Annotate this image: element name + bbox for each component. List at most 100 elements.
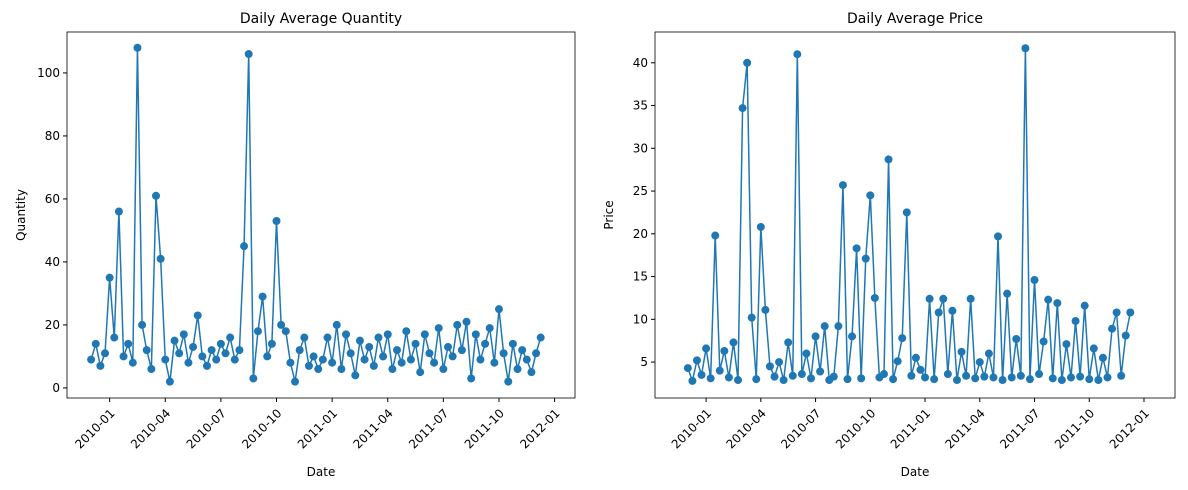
x-tick-label: 2010-10 (239, 406, 284, 451)
data-point (784, 338, 793, 347)
data-point (902, 208, 911, 217)
axes-title: Daily Average Price (847, 11, 983, 27)
data-point (240, 242, 249, 251)
data-point (1007, 373, 1016, 382)
data-point (1103, 373, 1112, 382)
data-point (1003, 289, 1012, 298)
data-point (756, 222, 765, 231)
data-point (889, 375, 898, 384)
data-point (1126, 308, 1135, 317)
data-point (179, 330, 188, 339)
data-point (1044, 295, 1053, 304)
x-tick-label: 2011-04 (942, 406, 987, 451)
data-point (379, 352, 388, 361)
y-tick-label: 100 (37, 66, 60, 80)
data-point (1112, 308, 1121, 317)
data-point (369, 361, 378, 370)
x-tick-label: 2011-07 (997, 406, 1042, 451)
data-point (1035, 370, 1044, 379)
data-point (314, 365, 323, 374)
data-point (471, 330, 480, 339)
data-point (848, 332, 857, 341)
x-tick-label: 2010-10 (833, 406, 878, 451)
data-point (743, 58, 752, 67)
x-tick-label: 2011-10 (1052, 406, 1097, 451)
y-tick-label: 15 (633, 270, 648, 284)
data-point (884, 155, 893, 164)
data-point (692, 356, 701, 365)
data-point (207, 346, 216, 355)
data-point (1089, 344, 1098, 353)
data-point (816, 367, 825, 376)
data-point (934, 308, 943, 317)
data-point (355, 336, 364, 345)
data-point (852, 244, 861, 253)
x-axis-label: Date (901, 465, 930, 479)
data-point (1085, 375, 1094, 384)
y-tick-label: 10 (633, 312, 648, 326)
data-point (202, 361, 211, 370)
data-point (879, 370, 888, 379)
data-point (170, 336, 179, 345)
data-point (397, 358, 406, 367)
data-point (481, 339, 490, 348)
data-point (504, 377, 513, 386)
data-point (476, 355, 485, 364)
data-point (277, 320, 286, 329)
data-point (866, 191, 875, 200)
data-point (388, 365, 397, 374)
data-point (221, 349, 230, 358)
data-point (193, 311, 202, 320)
data-point (1121, 331, 1130, 340)
x-tick-label: 2011-04 (350, 406, 395, 451)
axes-frame (654, 31, 1176, 399)
data-point (244, 50, 253, 59)
data-point (142, 346, 151, 355)
y-tick-label: 35 (633, 99, 648, 113)
data-point (230, 355, 239, 364)
data-point (715, 366, 724, 375)
y-tick-label: 30 (633, 141, 648, 155)
data-point (147, 365, 156, 374)
data-point (1030, 275, 1039, 284)
data-point (765, 362, 774, 371)
data-point (439, 365, 448, 374)
data-point (425, 349, 434, 358)
data-point (494, 305, 503, 314)
data-point (811, 332, 820, 341)
data-point (151, 191, 160, 200)
data-point (962, 371, 971, 380)
data-point (1071, 317, 1080, 326)
data-point (761, 305, 770, 314)
data-point (101, 349, 110, 358)
data-point (770, 372, 779, 381)
data-point (948, 306, 957, 315)
data-point (513, 365, 522, 374)
data-point (797, 370, 806, 379)
axes: Daily Average Quantity 0 20 40 60 80 100 2010-0… (14, 11, 576, 479)
data-point (124, 339, 133, 348)
axes: Daily Average Price 5 10 15 20 25 30 35 40 2010-0… (602, 11, 1176, 479)
data-point (138, 320, 147, 329)
data-point (536, 333, 545, 342)
data-point (532, 349, 541, 358)
data-point (738, 104, 747, 113)
data-point (838, 181, 847, 190)
data-point (1057, 376, 1066, 385)
data-point (925, 294, 934, 303)
data-point (508, 339, 517, 348)
data-point (374, 333, 383, 342)
data-point (843, 375, 852, 384)
data-point (272, 216, 281, 225)
data-point (957, 347, 966, 356)
data-point (527, 368, 536, 377)
data-point (943, 370, 952, 379)
data-point (485, 324, 494, 333)
data-point (1012, 334, 1021, 343)
data-point (861, 254, 870, 263)
data-point (706, 374, 715, 383)
data-point (734, 376, 743, 385)
data-point (1062, 340, 1071, 349)
y-tick-label: 5 (640, 355, 648, 369)
data-point (444, 342, 452, 351)
